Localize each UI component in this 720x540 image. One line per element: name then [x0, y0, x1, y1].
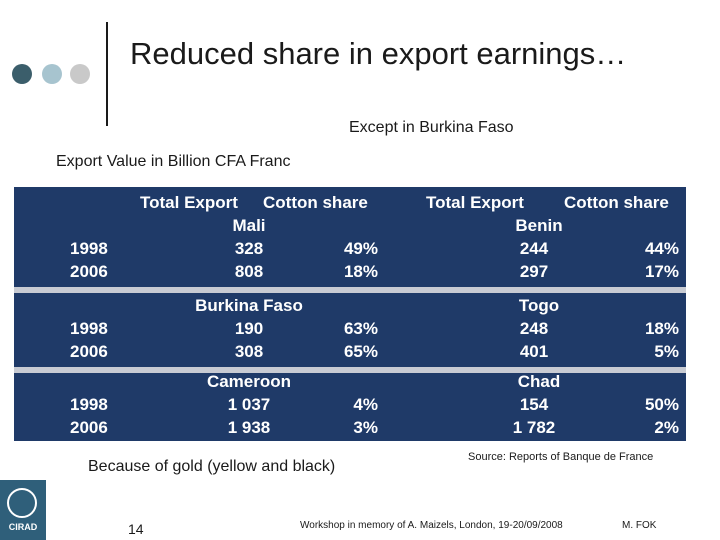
- cell-share: 3%: [353, 418, 378, 437]
- title-divider: [106, 22, 108, 126]
- cell-share: 49%: [343, 239, 378, 258]
- decorative-dot-dark: [12, 64, 32, 84]
- header-right-total: Total Export: [426, 193, 524, 212]
- cell-share: 18%: [644, 319, 679, 338]
- cell-total: 308: [234, 342, 264, 361]
- cell-share: 2%: [654, 418, 679, 437]
- row-year: 2006: [70, 418, 108, 437]
- cell-total: 401: [519, 342, 549, 361]
- footer-event: Workshop in memory of A. Maizels, London…: [300, 520, 563, 531]
- gold-note: Because of gold (yellow and black): [88, 458, 336, 475]
- country-cameroon: Cameroon: [206, 372, 292, 391]
- cell-share: 5%: [654, 342, 679, 361]
- cell-total: 248: [519, 319, 549, 338]
- country-togo: Togo: [518, 296, 560, 315]
- cell-share: 17%: [644, 262, 679, 281]
- cell-share: 50%: [644, 395, 679, 414]
- footer-author: M. FOK: [622, 520, 657, 531]
- cell-total: 1 938: [227, 418, 271, 437]
- slide-title: Reduced share in export earnings…: [130, 36, 627, 71]
- decorative-dot-grey: [70, 64, 90, 84]
- cell-total: 1 037: [227, 395, 271, 414]
- globe-icon: [7, 488, 37, 518]
- row-year: 2006: [70, 262, 108, 281]
- slide-subtitle: Except in Burkina Faso: [349, 119, 514, 136]
- row-year: 1998: [70, 319, 108, 338]
- decorative-dot-light: [42, 64, 62, 84]
- cell-share: 65%: [343, 342, 378, 361]
- row-year: 1998: [70, 395, 108, 414]
- logo-label: CIRAD: [8, 522, 38, 532]
- cell-total: 297: [519, 262, 549, 281]
- group-separator: [14, 367, 686, 373]
- cell-total: 244: [519, 239, 549, 258]
- source-note: Source: Reports of Banque de France: [468, 451, 654, 463]
- cell-total: 808: [234, 262, 264, 281]
- cell-total: 154: [519, 395, 549, 414]
- cell-share: 63%: [343, 319, 378, 338]
- row-year: 1998: [70, 239, 108, 258]
- country-burkina-faso: Burkina Faso: [195, 296, 303, 315]
- export-table: Total Export Cotton share Total Export C…: [14, 187, 686, 441]
- group-separator: [14, 287, 686, 293]
- table-caption: Export Value in Billion CFA Franc: [56, 153, 291, 170]
- cell-total: 328: [234, 239, 264, 258]
- cell-share: 18%: [343, 262, 378, 281]
- header-right-share: Cotton share: [564, 193, 669, 212]
- cell-total: 1 782: [512, 418, 556, 437]
- country-chad: Chad: [517, 372, 561, 391]
- row-year: 2006: [70, 342, 108, 361]
- header-left-share: Cotton share: [263, 193, 368, 212]
- cell-share: 4%: [353, 395, 378, 414]
- page-number: 14: [128, 521, 144, 537]
- header-left-total: Total Export: [140, 193, 238, 212]
- country-benin: Benin: [515, 216, 563, 235]
- country-mali: Mali: [232, 216, 266, 235]
- cell-share: 44%: [644, 239, 679, 258]
- cell-total: 190: [234, 319, 264, 338]
- cirad-logo: CIRAD: [0, 480, 46, 540]
